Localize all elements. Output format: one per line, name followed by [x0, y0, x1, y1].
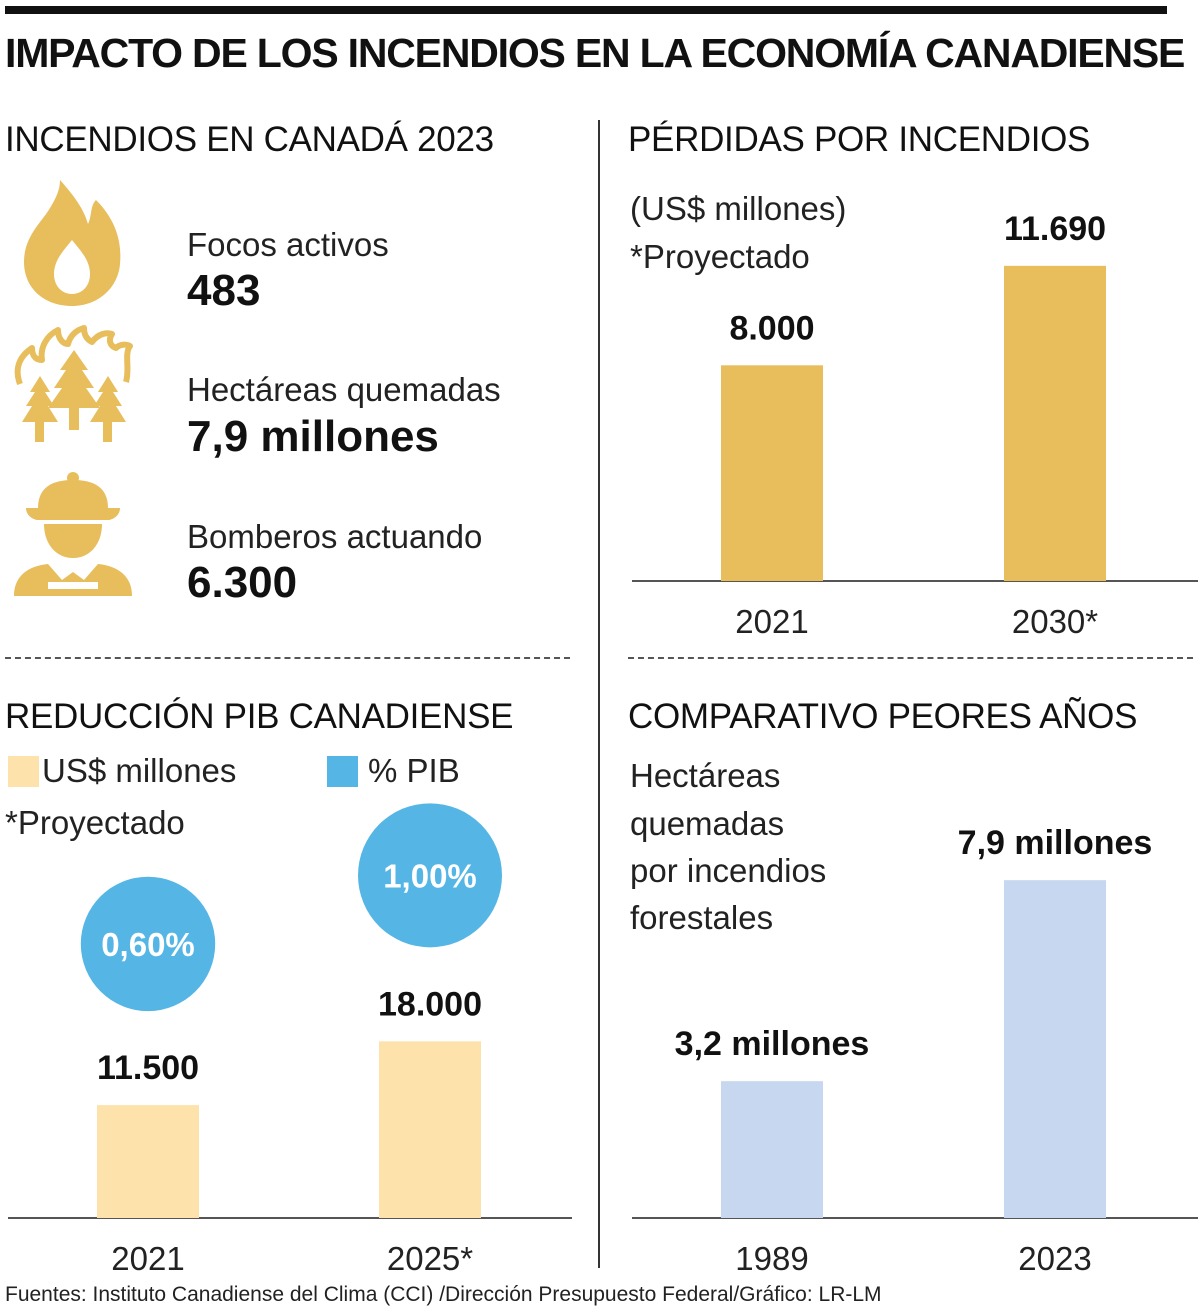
gdp-pib-label: 1,00% [383, 857, 477, 894]
gdp-bar-2025 [379, 1041, 481, 1218]
gdp-value-label: 11.500 [97, 1049, 199, 1087]
worst-years-subtitle-4: forestales [630, 899, 774, 936]
gdp-bar-2021 [97, 1105, 199, 1218]
worst-years-subtitle-3: por incendios [630, 852, 827, 889]
gdp-note: *Proyectado [5, 804, 185, 841]
worst-bar-1989 [721, 1081, 823, 1218]
losses-value-label: 8.000 [729, 309, 814, 347]
gdp-chart: 11.500 2021 18.000 2025* 0,60% 1,00% [8, 803, 572, 1277]
stat-value-focos: 483 [187, 266, 261, 315]
gdp-pib-circle [80, 876, 216, 1012]
worst-bar-2023 [1004, 880, 1106, 1218]
losses-bar-2030 [1004, 265, 1106, 581]
gdp-title: REDUCCIÓN PIB CANADIENSE [5, 697, 514, 736]
legend-label-pib: % PIB [368, 752, 460, 789]
worst-years-subtitle-1: Hectáreas [630, 757, 781, 794]
gdp-pib-label: 0,60% [101, 926, 195, 963]
losses-category-label: 2021 [735, 603, 808, 640]
firefighter-icon [14, 472, 132, 596]
top-rule [5, 6, 1167, 14]
page-title: IMPACTO DE LOS INCENDIOS EN LA ECONOMÍA … [5, 30, 1185, 76]
losses-unit: (US$ millones) [630, 190, 847, 227]
stat-value-hectareas: 7,9 millones [187, 412, 439, 461]
dashed-divider-right [628, 657, 1193, 659]
vertical-divider [598, 120, 600, 1268]
worst-value-label: 3,2 millones [675, 1025, 870, 1063]
gdp-category-label: 2025* [387, 1240, 473, 1277]
stat-label-hectareas: Hectáreas quemadas [187, 371, 501, 408]
stat-value-bomberos: 6.300 [187, 558, 298, 607]
stat-label-bomberos: Bomberos actuando [187, 518, 483, 555]
stat-label-focos: Focos activos [187, 226, 389, 263]
legend-label-usd: US$ millones [42, 752, 237, 789]
losses-value-label: 11.690 [1004, 210, 1106, 248]
losses-note: *Proyectado [630, 238, 810, 275]
losses-bar-2021 [721, 365, 823, 581]
flame-icon [24, 180, 121, 306]
losses-chart: 8.000 2021 11.690 2030* [632, 210, 1198, 640]
worst-category-label: 2023 [1018, 1240, 1091, 1277]
gdp-value-label: 18.000 [378, 985, 482, 1023]
gdp-category-label: 2021 [111, 1240, 184, 1277]
legend-swatch-pib [327, 756, 358, 787]
worst-category-label: 1989 [735, 1240, 808, 1277]
gdp-pib-circle [358, 803, 502, 948]
footer-sources: Fuentes: Instituto Canadiense del Clima … [5, 1283, 882, 1306]
burning-trees-icon [14, 325, 133, 442]
losses-category-label: 2030* [1012, 603, 1098, 640]
losses-title: PÉRDIDAS POR INCENDIOS [628, 120, 1091, 159]
worst-years-chart: 3,2 millones 1989 7,9 millones 2023 [632, 824, 1198, 1277]
legend-swatch-usd [8, 756, 39, 787]
worst-value-label: 7,9 millones [958, 824, 1153, 862]
worst-years-subtitle-2: quemadas [630, 805, 785, 842]
stats-title: INCENDIOS EN CANADÁ 2023 [5, 120, 494, 159]
dashed-divider-left [5, 657, 570, 659]
worst-years-title: COMPARATIVO PEORES AÑOS [628, 697, 1138, 736]
